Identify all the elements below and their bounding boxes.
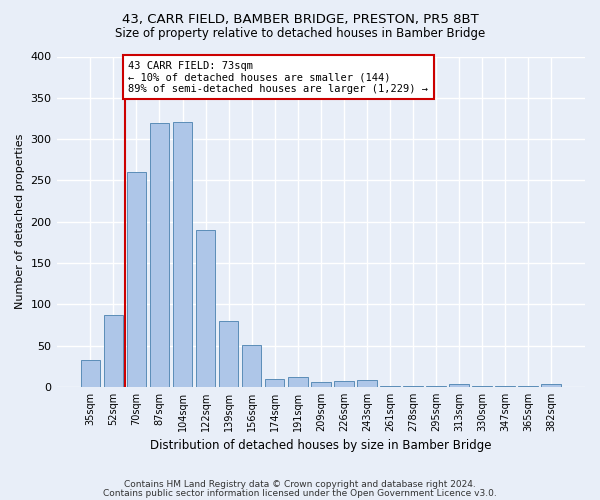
Bar — [541, 384, 561, 387]
Bar — [219, 321, 238, 387]
Bar — [403, 386, 423, 387]
Bar — [242, 345, 262, 387]
Bar — [472, 386, 492, 387]
Text: 43 CARR FIELD: 73sqm
← 10% of detached houses are smaller (144)
89% of semi-deta: 43 CARR FIELD: 73sqm ← 10% of detached h… — [128, 60, 428, 94]
X-axis label: Distribution of detached houses by size in Bamber Bridge: Distribution of detached houses by size … — [150, 440, 491, 452]
Bar — [449, 384, 469, 387]
Bar — [518, 386, 538, 387]
Text: Contains public sector information licensed under the Open Government Licence v3: Contains public sector information licen… — [103, 488, 497, 498]
Bar — [334, 381, 353, 387]
Text: Contains HM Land Registry data © Crown copyright and database right 2024.: Contains HM Land Registry data © Crown c… — [124, 480, 476, 489]
Bar — [127, 172, 146, 387]
Bar — [311, 382, 331, 387]
Y-axis label: Number of detached properties: Number of detached properties — [15, 134, 25, 310]
Bar — [196, 230, 215, 387]
Bar — [288, 377, 308, 387]
Bar — [104, 315, 123, 387]
Bar — [357, 380, 377, 387]
Bar — [173, 122, 193, 387]
Bar — [149, 122, 169, 387]
Bar — [80, 360, 100, 387]
Text: 43, CARR FIELD, BAMBER BRIDGE, PRESTON, PR5 8BT: 43, CARR FIELD, BAMBER BRIDGE, PRESTON, … — [122, 12, 478, 26]
Bar — [426, 386, 446, 387]
Bar — [380, 386, 400, 387]
Bar — [265, 378, 284, 387]
Text: Size of property relative to detached houses in Bamber Bridge: Size of property relative to detached ho… — [115, 28, 485, 40]
Bar — [496, 386, 515, 387]
